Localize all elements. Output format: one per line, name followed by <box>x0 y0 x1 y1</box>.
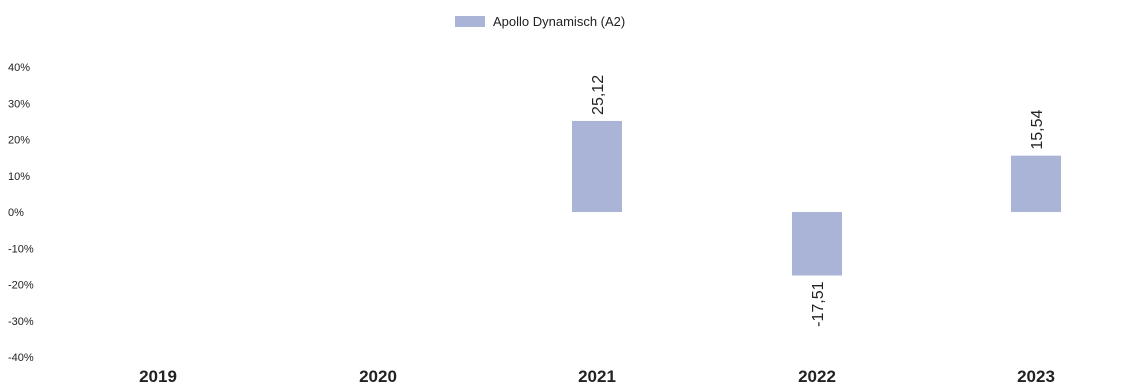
y-tick-label: -20% <box>8 280 34 292</box>
y-tick-label: 30% <box>8 98 30 110</box>
x-tick-label: 2020 <box>359 367 397 385</box>
chart-legend: Apollo Dynamisch (A2) <box>455 14 625 29</box>
y-tick-label: -30% <box>8 316 34 328</box>
y-tick-label: 40% <box>8 62 30 74</box>
y-tick-label: -10% <box>8 243 34 255</box>
bar-2023 <box>1011 155 1061 212</box>
bar-2021 <box>572 120 622 212</box>
x-tick-label: 2021 <box>578 367 616 385</box>
y-tick-label: 0% <box>8 207 24 219</box>
x-tick-label: 2019 <box>139 367 177 385</box>
legend-swatch <box>455 16 485 27</box>
y-axis: 40% 30% 20% 10% 0% -10% -20% -30% -40% <box>8 62 34 364</box>
data-label-2023: 15,54 <box>1029 110 1046 150</box>
data-label-2022: -17,51 <box>810 281 827 326</box>
legend-label: Apollo Dynamisch (A2) <box>493 14 626 29</box>
y-tick-label: 10% <box>8 171 30 183</box>
data-labels: 25,12 -17,51 15,54 <box>590 75 1046 327</box>
data-label-2021: 25,12 <box>590 75 607 115</box>
y-tick-label: -40% <box>8 352 34 364</box>
y-tick-label: 20% <box>8 135 30 147</box>
x-tick-label: 2022 <box>798 367 836 385</box>
bar-2022 <box>792 212 842 276</box>
bars <box>572 120 1061 276</box>
x-axis: 2019 2020 2021 2022 2023 <box>139 367 1055 385</box>
x-tick-label: 2023 <box>1017 367 1055 385</box>
